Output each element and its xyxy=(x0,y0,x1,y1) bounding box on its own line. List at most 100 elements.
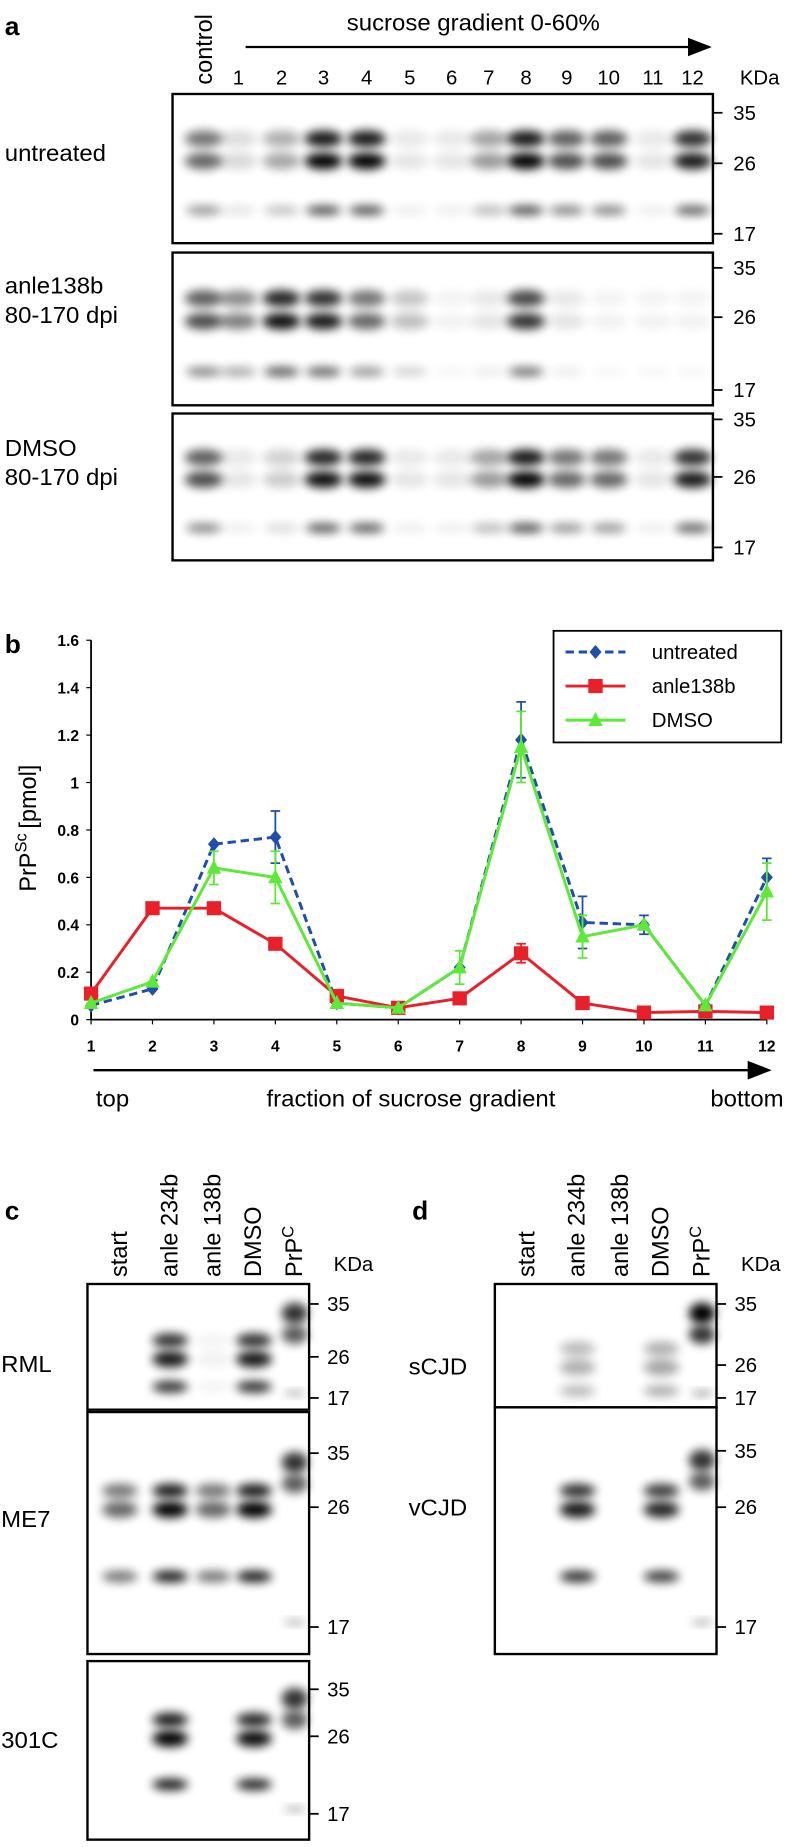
x-tick-label: 8 xyxy=(517,1039,526,1056)
blot-band xyxy=(633,313,673,330)
series-line xyxy=(89,906,767,1015)
blot-band xyxy=(432,471,471,488)
blot-band xyxy=(281,1474,308,1494)
marker-label: 26 xyxy=(734,1497,757,1519)
blot-band xyxy=(262,130,301,147)
blot-band xyxy=(152,1730,189,1747)
blot-band xyxy=(470,366,507,377)
point xyxy=(268,869,283,884)
panel-label: d xyxy=(412,1196,428,1226)
x-tick-label: 4 xyxy=(271,1039,280,1056)
blot-band xyxy=(643,1501,680,1518)
blot-band xyxy=(220,366,257,377)
point xyxy=(575,928,590,943)
x-tick-label: 10 xyxy=(635,1039,652,1056)
blot-band xyxy=(219,290,258,307)
blot-band xyxy=(643,1385,680,1397)
series-line xyxy=(90,741,769,1010)
y-tick-label: 1.2 xyxy=(57,728,79,745)
prpc-sup: C xyxy=(686,1226,705,1238)
blot-band xyxy=(305,205,342,216)
blot-band xyxy=(391,366,428,377)
blot-band xyxy=(635,205,671,216)
blot-band xyxy=(263,523,300,533)
marker-label: 35 xyxy=(327,1443,350,1465)
blot-band xyxy=(469,449,509,466)
blot-band xyxy=(281,1451,308,1474)
fraction-label: 11 xyxy=(642,68,663,90)
panel-label: a xyxy=(5,11,20,41)
fraction-label: 2 xyxy=(276,68,287,90)
blot-band xyxy=(506,130,546,147)
blot xyxy=(493,1406,718,1656)
blot-band xyxy=(635,523,671,533)
blot-band xyxy=(691,1619,713,1625)
blot-band xyxy=(469,130,509,147)
row-label: ME7 xyxy=(1,1507,50,1533)
blot-band xyxy=(643,1359,680,1376)
marker-label: 17 xyxy=(733,224,756,246)
blot-band xyxy=(469,313,509,330)
blot-band xyxy=(304,290,343,307)
axis-annotation: bottom xyxy=(710,1087,783,1113)
point xyxy=(206,901,222,916)
marker-label: 35 xyxy=(327,1294,350,1316)
blot-band xyxy=(589,152,628,170)
marker-label: 17 xyxy=(327,1804,350,1826)
blot-band xyxy=(283,1619,306,1625)
blot-band xyxy=(152,1570,189,1583)
blot-band xyxy=(347,471,386,488)
blot-band xyxy=(185,366,222,377)
blot-band xyxy=(506,313,546,330)
blot-band xyxy=(152,1712,189,1727)
blot-band xyxy=(391,205,428,216)
blot-band xyxy=(688,1449,716,1471)
point xyxy=(207,837,220,852)
blot-band xyxy=(589,290,628,307)
blot-band xyxy=(589,130,628,147)
point xyxy=(759,1005,775,1020)
point xyxy=(636,916,652,931)
blot-band xyxy=(281,1325,308,1344)
marker-label: 35 xyxy=(327,1680,350,1702)
blot-band xyxy=(547,152,586,170)
point xyxy=(269,830,282,845)
blot-band xyxy=(432,130,471,147)
point xyxy=(83,994,99,1009)
blot-band xyxy=(236,1778,272,1791)
legend-label: anle138b xyxy=(652,676,736,698)
marker-label: 35 xyxy=(733,258,756,280)
blot-band xyxy=(433,523,470,533)
blot-band xyxy=(390,449,429,466)
x-tick-label: 1 xyxy=(87,1039,96,1056)
blot-band xyxy=(304,449,343,466)
blot-band xyxy=(236,1712,272,1727)
blot-band xyxy=(559,1385,596,1397)
blot-band xyxy=(390,152,429,170)
marker-label: 17 xyxy=(733,538,756,560)
blot-band xyxy=(305,523,342,533)
point xyxy=(636,1005,652,1020)
blot-band xyxy=(589,313,628,330)
point xyxy=(452,959,467,974)
blot-band xyxy=(195,1350,232,1368)
row-label: 301C xyxy=(1,1728,58,1754)
marker-label: 17 xyxy=(734,1388,757,1410)
marker-label: 26 xyxy=(327,1347,350,1369)
marker-label: 26 xyxy=(734,1355,757,1377)
blot xyxy=(171,251,715,407)
x-tick-label: 9 xyxy=(578,1039,587,1056)
blot-band xyxy=(548,523,585,533)
row-label: untreated xyxy=(5,141,106,167)
blot-band xyxy=(236,1483,272,1498)
x-tick-label: 2 xyxy=(148,1039,157,1056)
blot-band xyxy=(591,367,627,376)
y-tick-label: 0.2 xyxy=(57,965,79,982)
blot-band xyxy=(101,1483,138,1498)
blot-band xyxy=(633,152,673,170)
blot-band xyxy=(195,1570,232,1583)
fraction-label: 12 xyxy=(681,68,704,90)
blot-band xyxy=(673,449,712,466)
prpc-sup: C xyxy=(278,1226,297,1238)
blot-band xyxy=(470,205,507,216)
